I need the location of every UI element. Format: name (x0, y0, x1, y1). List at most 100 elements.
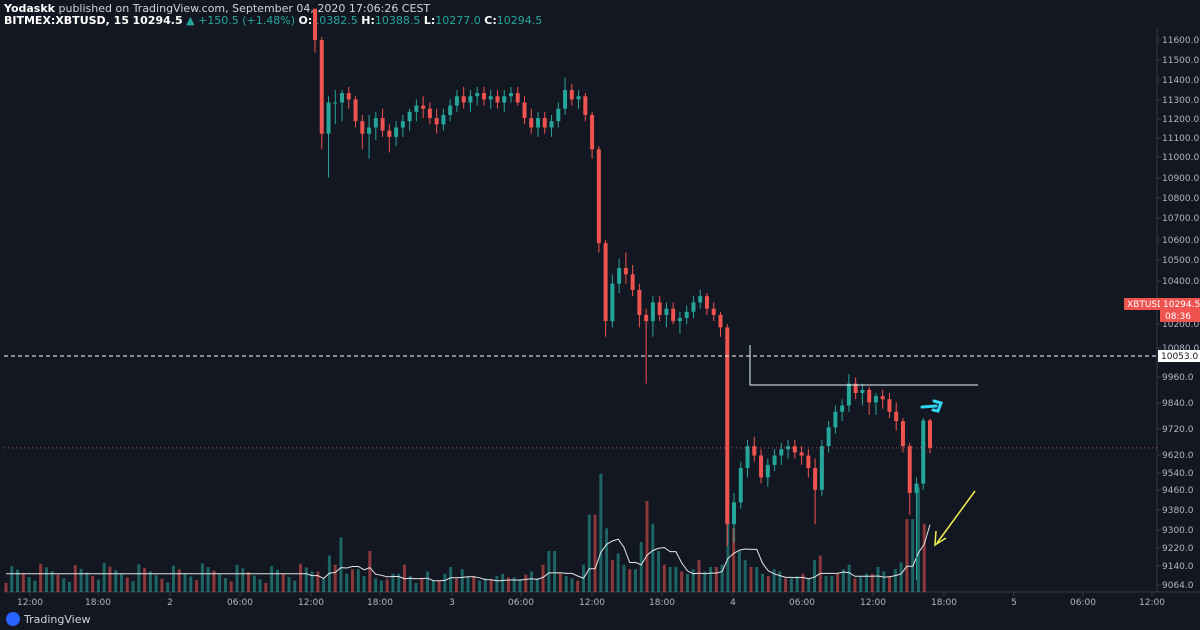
candle-body (346, 93, 351, 100)
time-tick-label: 18:00 (85, 598, 111, 608)
volume-bar (870, 573, 874, 592)
candle-body (732, 502, 737, 525)
price-tick-label: 9620.0 (1162, 451, 1194, 461)
volume-bar (293, 580, 297, 592)
annotation-arrow[interactable] (936, 490, 976, 544)
volume-bar (310, 571, 314, 592)
price-tick-label: 10080.0 (1162, 344, 1199, 354)
candle-body (745, 446, 750, 468)
volume-bar (322, 578, 326, 592)
brand[interactable]: TradingView (6, 612, 90, 626)
volume-bar (443, 573, 447, 592)
candle-body (380, 118, 385, 131)
volume-bar (345, 573, 349, 592)
volume-bar (674, 566, 678, 592)
price-tick-label: 11200.0 (1162, 115, 1199, 125)
price-tick-label: 9540.0 (1162, 469, 1194, 479)
volume-bar (333, 564, 337, 592)
candle-body (400, 121, 405, 128)
volume-bar (530, 571, 534, 592)
volume-bar (622, 564, 626, 592)
price-tick-label: 9300.0 (1162, 526, 1194, 536)
candle-body (596, 149, 601, 244)
candle-body (448, 105, 453, 115)
volume-bar (547, 551, 551, 592)
close-value: 10294.5 (496, 14, 543, 27)
volume-bar (200, 563, 204, 592)
volume-bar (541, 564, 545, 592)
price-tick-label: 10700.0 (1162, 214, 1199, 224)
tradingview-logo-icon (6, 612, 20, 626)
volume-bar (79, 568, 83, 592)
candle-body (610, 283, 615, 322)
volume-bar (154, 575, 158, 592)
price-tick-label: 9960.0 (1162, 373, 1194, 383)
open-value: 10382.5 (312, 14, 358, 27)
volume-bar (252, 575, 256, 592)
support-line[interactable] (749, 345, 978, 386)
volume-bar (576, 580, 580, 592)
price-tick-label: 11400.0 (1162, 76, 1199, 86)
volume-bar (483, 578, 487, 592)
candle-body (522, 102, 527, 119)
time-tick-label: 12:00 (1139, 598, 1165, 608)
symbol-tag-text: XBTUSD (1127, 300, 1164, 310)
hand-drawn-mark[interactable] (920, 399, 943, 413)
volume-bar (610, 560, 614, 592)
price-tick-label: 9840.0 (1162, 399, 1194, 409)
author-name[interactable]: Yodaskk (4, 2, 55, 15)
price-tick-label: 10400.0 (1162, 277, 1199, 287)
candle-body (691, 302, 696, 312)
candle-body (867, 389, 872, 403)
volume-bar (68, 581, 72, 592)
candle-body (529, 118, 534, 128)
candle-body (860, 389, 865, 394)
candle-body (900, 421, 905, 447)
candle-body (427, 108, 432, 119)
candle-body (657, 302, 662, 315)
candle-body (313, 8, 317, 40)
price-tick-label: 11300.0 (1162, 96, 1199, 106)
volume-bar (21, 573, 25, 592)
time-tick-label: 12:00 (298, 598, 324, 608)
volume-bar (460, 569, 464, 592)
candle-body (718, 314, 723, 328)
candle-body (488, 96, 493, 100)
time-tick-label: 06:00 (508, 598, 534, 608)
volume-bar (755, 566, 759, 592)
volume-bar (160, 578, 164, 592)
volume-ma-line (6, 524, 931, 582)
volume-bar (807, 578, 811, 592)
candle-body (623, 268, 628, 275)
candle-body (637, 289, 642, 315)
candle-body (360, 121, 365, 134)
volume-bar (737, 551, 741, 592)
last-price: 10294.5 (132, 14, 183, 27)
time-tick-label: 18:00 (649, 598, 675, 608)
candle-body (590, 114, 595, 150)
price-tick-label: 11600.0 (1162, 36, 1199, 46)
volume-bar (714, 566, 718, 592)
candle-body (684, 311, 689, 319)
volume-bar (50, 571, 54, 592)
volume-bar (171, 565, 175, 592)
candle-body (650, 302, 655, 322)
volume-bar (570, 578, 574, 592)
time-tick-label: 06:00 (789, 598, 815, 608)
brand-name: TradingView (24, 612, 91, 626)
volume-bar (668, 566, 672, 592)
volume-bar (593, 514, 597, 592)
candle-body (759, 455, 764, 478)
volume-bar (697, 560, 701, 592)
volume-bar (518, 579, 522, 592)
candle-body (914, 483, 919, 493)
volume-bar (356, 569, 360, 592)
candle-body (799, 452, 804, 456)
volume-bar (587, 514, 591, 592)
price-tick-label: 10900.0 (1162, 174, 1199, 184)
candle-body (880, 396, 885, 400)
candle-body (434, 118, 439, 125)
volume-bar (339, 537, 343, 592)
price-tick-label: 9720.0 (1162, 425, 1194, 435)
